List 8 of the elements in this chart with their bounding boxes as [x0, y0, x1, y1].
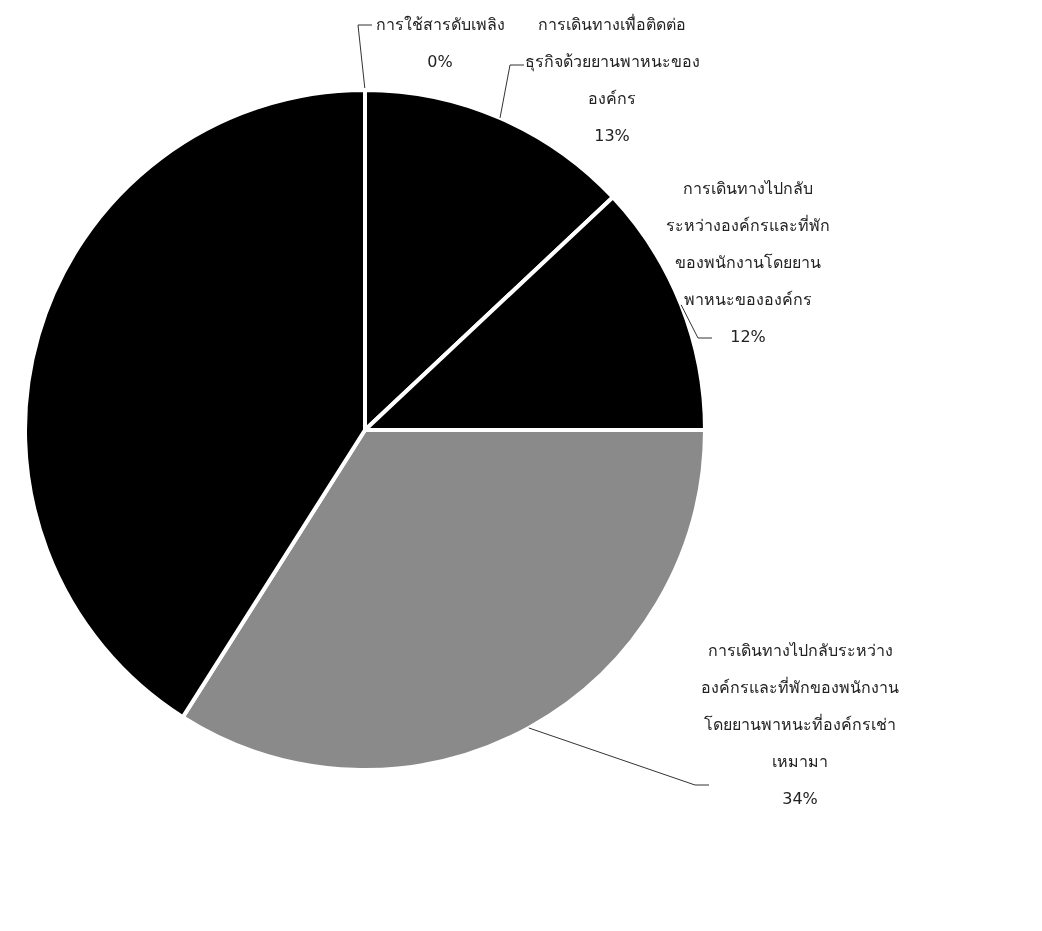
data-label: 13% [593, 125, 631, 147]
data-label: 34% [781, 788, 819, 810]
slice-label: การเดินทางไปกลับระหว่างองค์กรและที่พักของพนักงานโดยยานพาหนะที่องค์กรเช่าเหมามา [700, 640, 900, 773]
category-label: การใช้สารดับเพลิง [375, 15, 505, 34]
data-label: 12% [729, 326, 767, 348]
slice-label: การเดินทางไปกลับระหว่างองค์กรและที่พักของพนักงานโดยยานพาหนะขององค์กร [665, 178, 831, 311]
slice-label: การเดินทางเพื่อติดต่อธุรกิจด้วยยานพาหนะขององค์กร [524, 13, 700, 110]
text: 0% [427, 52, 453, 71]
